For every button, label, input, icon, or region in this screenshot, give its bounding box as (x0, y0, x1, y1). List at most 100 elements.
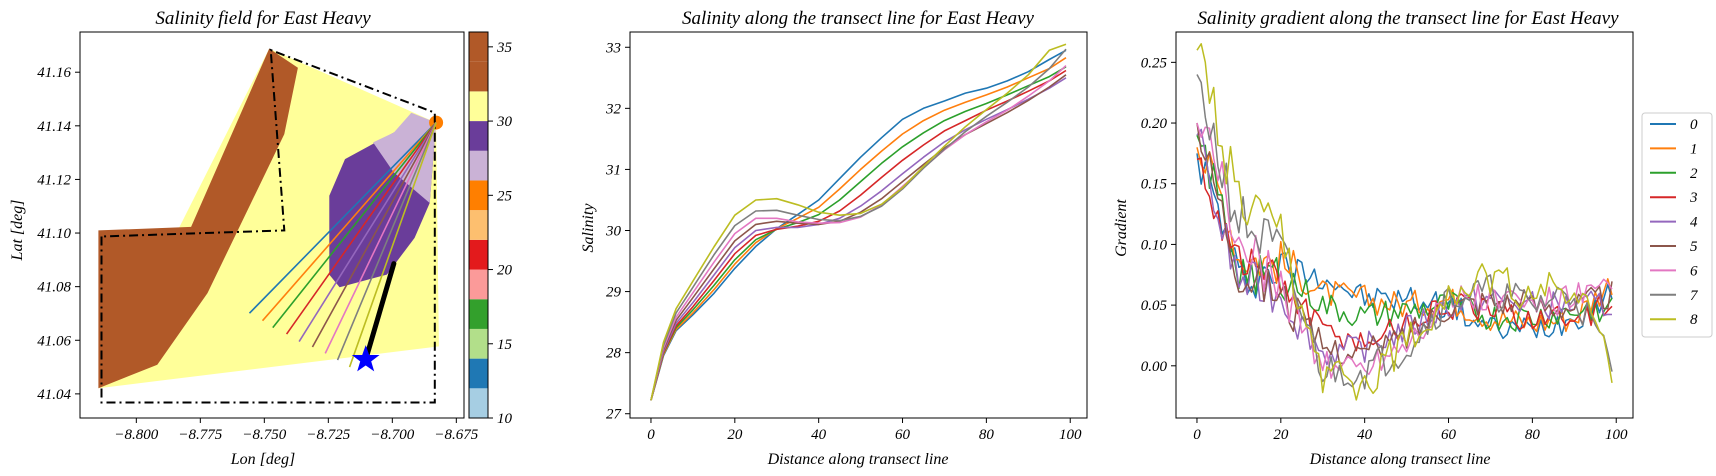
map-ytick-label: 41.04 (37, 387, 71, 403)
legend-label-6: 6 (1690, 263, 1698, 279)
map-y-ticks: 41.04 41.06 41.08 41.10 41.12 41.14 41.16 (37, 65, 80, 403)
colorbar-tick-label: 20 (497, 263, 513, 279)
salinity-xtick-label: 20 (727, 427, 743, 443)
transect-line-6 (324, 122, 437, 354)
salinity-ytick-label: 29 (606, 285, 622, 301)
gradient-xlabel: Distance along transect line (1309, 451, 1491, 468)
colorbar-block (469, 150, 488, 181)
salinity-ytick-label: 32 (605, 101, 622, 117)
salinity-y-ticks: 27 28 29 30 31 32 33 (605, 40, 630, 423)
gradient-ytick-label: 0.25 (1141, 55, 1168, 71)
boundary-dashdot (100, 48, 436, 404)
colorbar-block (469, 269, 488, 300)
map-xlabel: Lon [deg] (230, 451, 295, 468)
gradient-series-1 (1196, 147, 1613, 333)
gradient-series (1196, 43, 1613, 401)
gradient-xtick-label: 60 (1441, 427, 1457, 443)
salinity-xlabel: Distance along transect line (767, 451, 949, 468)
colorbar-tick-label: 25 (497, 188, 513, 204)
salinity-series-6 (650, 65, 1067, 401)
map-axes-frame (79, 31, 465, 419)
salinity-xtick-label: 80 (979, 427, 995, 443)
legend-frame (1641, 112, 1713, 338)
transect-line-7 (336, 122, 437, 361)
salinity-title: Salinity along the transect line for Eas… (682, 8, 1035, 29)
gradient-xtick-label: 0 (1193, 427, 1201, 443)
gradient-xtick-label: 20 (1273, 427, 1289, 443)
gradient-series-2 (1196, 134, 1613, 332)
colorbar-blocks (469, 32, 488, 418)
gradient-xtick-label: 100 (1605, 427, 1628, 443)
map-xtick-label: −8.725 (306, 427, 350, 443)
gradient-ytick-label: 0.05 (1141, 298, 1168, 314)
legend-label-3: 3 (1689, 190, 1698, 206)
salinity-xtick-label: 60 (895, 427, 911, 443)
colorbar-ticks: 10 15 20 25 30 35 (488, 40, 513, 427)
colorbar-block (469, 180, 488, 211)
colorbar-tick-label: 35 (496, 40, 513, 56)
legend-label-4: 4 (1690, 215, 1698, 231)
salinity-xtick-label: 100 (1059, 427, 1082, 443)
salinity-ytick-label: 28 (606, 346, 622, 362)
salinity-series-8 (650, 43, 1067, 401)
gradient-series-7 (1196, 74, 1613, 390)
legend-label-1: 1 (1690, 141, 1698, 157)
legend-label-0: 0 (1690, 117, 1698, 133)
survey-path (363, 261, 397, 363)
salinity-series-4 (650, 77, 1067, 401)
salinity-xtick-label: 40 (811, 427, 827, 443)
salinity-series-1 (650, 57, 1067, 401)
map-xtick-label: −8.675 (434, 427, 478, 443)
colorbar: 10 15 20 25 30 35 (468, 31, 513, 427)
salinity-series-7 (650, 48, 1067, 401)
gradient-ylabel: Gradient (1113, 199, 1130, 257)
gradient-series-8 (1196, 43, 1613, 401)
colorbar-block (469, 358, 488, 389)
gradient-title: Salinity gradient along the transect lin… (1197, 8, 1619, 29)
salinity-axes-frame (629, 31, 1088, 419)
gradient-ytick-label: 0.20 (1141, 116, 1168, 132)
salinity-series-3 (650, 69, 1067, 401)
salinity-ytick-label: 27 (606, 407, 623, 423)
legend-label-2: 2 (1690, 166, 1698, 182)
transect-line-4 (298, 122, 437, 343)
legend-label-8: 8 (1690, 312, 1698, 328)
map-ytick-label: 41.12 (37, 172, 71, 188)
transect-line-0 (248, 122, 437, 314)
salinity-series-2 (650, 66, 1067, 401)
salinity-ytick-label: 30 (605, 223, 622, 239)
gradient-line-panel: Salinity gradient along the transect lin… (1113, 8, 1634, 468)
map-ytick-label: 41.16 (37, 65, 71, 81)
gradient-xtick-label: 80 (1525, 427, 1541, 443)
salinity-ytick-label: 33 (605, 40, 621, 56)
salinity-x-ticks: 0 20 40 60 80 100 (647, 418, 1082, 443)
colorbar-tick-label: 30 (496, 114, 513, 130)
star-marker (351, 345, 380, 372)
map-ylabel: Lat [deg] (9, 200, 26, 262)
transect-line-8 (348, 122, 437, 368)
legend-label-7: 7 (1690, 288, 1699, 304)
gradient-xtick-label: 40 (1357, 427, 1373, 443)
colorbar-block (469, 328, 488, 359)
map-x-ticks: −8.800 −8.775 −8.750 −8.725 −8.700 −8.675 (114, 418, 479, 443)
colorbar-block (469, 239, 488, 270)
map-ytick-label: 41.08 (37, 280, 71, 296)
colorbar-frame (468, 31, 489, 419)
gradient-y-ticks: 0.00 0.05 0.10 0.15 0.20 0.25 (1141, 55, 1176, 375)
map-ytick-label: 41.14 (37, 119, 71, 135)
colorbar-block (469, 32, 488, 62)
colorbar-block (469, 210, 488, 240)
map-xtick-label: −8.800 (114, 427, 158, 443)
map-xtick-label: −8.775 (178, 427, 222, 443)
map-title: Salinity field for East Heavy (155, 8, 371, 29)
gradient-x-ticks: 0 20 40 60 80 100 (1193, 418, 1628, 443)
gradient-ytick-label: 0.10 (1141, 237, 1168, 253)
salinity-line-panel: Salinity along the transect line for Eas… (580, 8, 1088, 468)
colorbar-block (469, 299, 488, 329)
map-ytick-label: 41.10 (37, 226, 71, 242)
map-xtick-label: −8.700 (370, 427, 414, 443)
transect-line-2 (272, 122, 437, 329)
colorbar-tick-label: 15 (497, 337, 513, 353)
transect-line-1 (261, 122, 437, 322)
